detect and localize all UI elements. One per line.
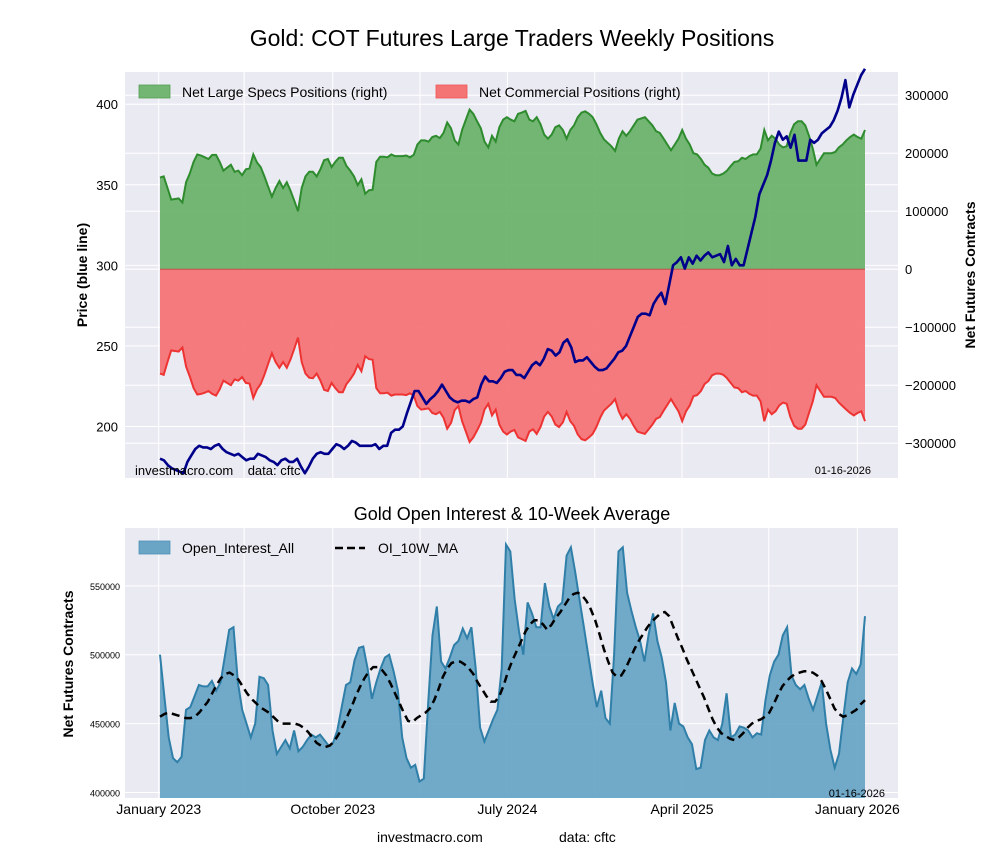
footer-site: investmacro.com	[377, 829, 483, 845]
ma-line	[159, 591, 866, 749]
specs-area	[160, 109, 865, 270]
open-interest-areas	[159, 541, 866, 798]
net-contracts-axis-label: Net Futures Contracts	[962, 201, 978, 348]
attribution-annotation: investmacro.com data: cftc	[135, 463, 301, 478]
net-contracts-tick-label: 300000	[905, 88, 948, 103]
price-tick-label: 350	[96, 178, 118, 193]
date-tick-label: July 2024	[477, 801, 537, 817]
price-tick-label: 250	[96, 339, 118, 354]
open-interest-legend: Open_Interest_All OI_10W_MA	[138, 540, 459, 556]
net-contracts-axis-ticks: −300000 −200000 −100000 0 100000 200000 300000	[905, 88, 956, 451]
legend-swatch-specs	[138, 84, 171, 99]
legend-label-specs: Net Large Specs Positions (right)	[182, 84, 387, 100]
price-line	[159, 68, 867, 475]
open-interest-title: Gold Open Interest & 10-Week Average	[354, 504, 671, 524]
open-interest-axis-ticks: 400000 450000 500000 550000	[90, 582, 120, 799]
positions-legend: Net Large Specs Positions (right) Net Co…	[138, 84, 681, 100]
open-interest-tick-label: 450000	[90, 720, 120, 730]
legend-label-commercial: Net Commercial Positions (right)	[479, 84, 681, 100]
open-interest-chart: Gold Open Interest & 10-Week Average 400…	[60, 504, 900, 817]
legend-label-open-interest: Open_Interest_All	[182, 540, 294, 556]
date-annotation: 01-16-2026	[815, 465, 871, 477]
net-contracts-tick-label: −200000	[905, 378, 956, 393]
open-interest-axis-label: Net Futures Contracts	[60, 590, 76, 737]
oi-date-annotation: 01-16-2026	[829, 788, 885, 800]
price-tick-label: 400	[96, 97, 118, 112]
specs-line	[159, 107, 866, 212]
price-axis-ticks: 200 250 300 350 400	[96, 97, 118, 434]
open-interest-tick-label: 400000	[90, 788, 120, 798]
open-interest-tick-label: 550000	[90, 582, 120, 592]
open-interest-tick-label: 500000	[90, 651, 120, 661]
price-tick-label: 300	[96, 258, 118, 273]
date-tick-label: January 2023	[116, 801, 201, 817]
legend-swatch-commercial	[435, 84, 468, 99]
commercial-line	[159, 337, 866, 445]
date-tick-label: April 2025	[651, 801, 714, 817]
date-tick-label: October 2023	[290, 801, 375, 817]
positions-chart: 200 250 300 350 400 −300000 −200000 −100000 0 10…	[74, 68, 978, 478]
net-contracts-tick-label: 100000	[905, 204, 948, 219]
legend-swatch-open-interest	[138, 540, 171, 555]
net-contracts-tick-label: 200000	[905, 146, 948, 161]
date-tick-label: January 2026	[815, 801, 900, 817]
footer-source: data: cftc	[559, 829, 616, 845]
legend-label-ma: OI_10W_MA	[378, 540, 459, 556]
page-title: Gold: COT Futures Large Traders Weekly P…	[250, 25, 775, 51]
date-axis-ticks: January 2023 October 2023 July 2024 April 2…	[116, 801, 900, 817]
price-tick-label: 200	[96, 419, 118, 434]
net-contracts-tick-label: 0	[905, 262, 912, 277]
price-line-path	[159, 68, 867, 475]
commercial-area	[160, 269, 865, 442]
open-interest-line	[159, 541, 866, 784]
price-axis-label: Price (blue line)	[74, 223, 90, 327]
net-contracts-tick-label: −100000	[905, 320, 956, 335]
positions-areas	[159, 107, 866, 445]
net-contracts-tick-label: −300000	[905, 436, 956, 451]
